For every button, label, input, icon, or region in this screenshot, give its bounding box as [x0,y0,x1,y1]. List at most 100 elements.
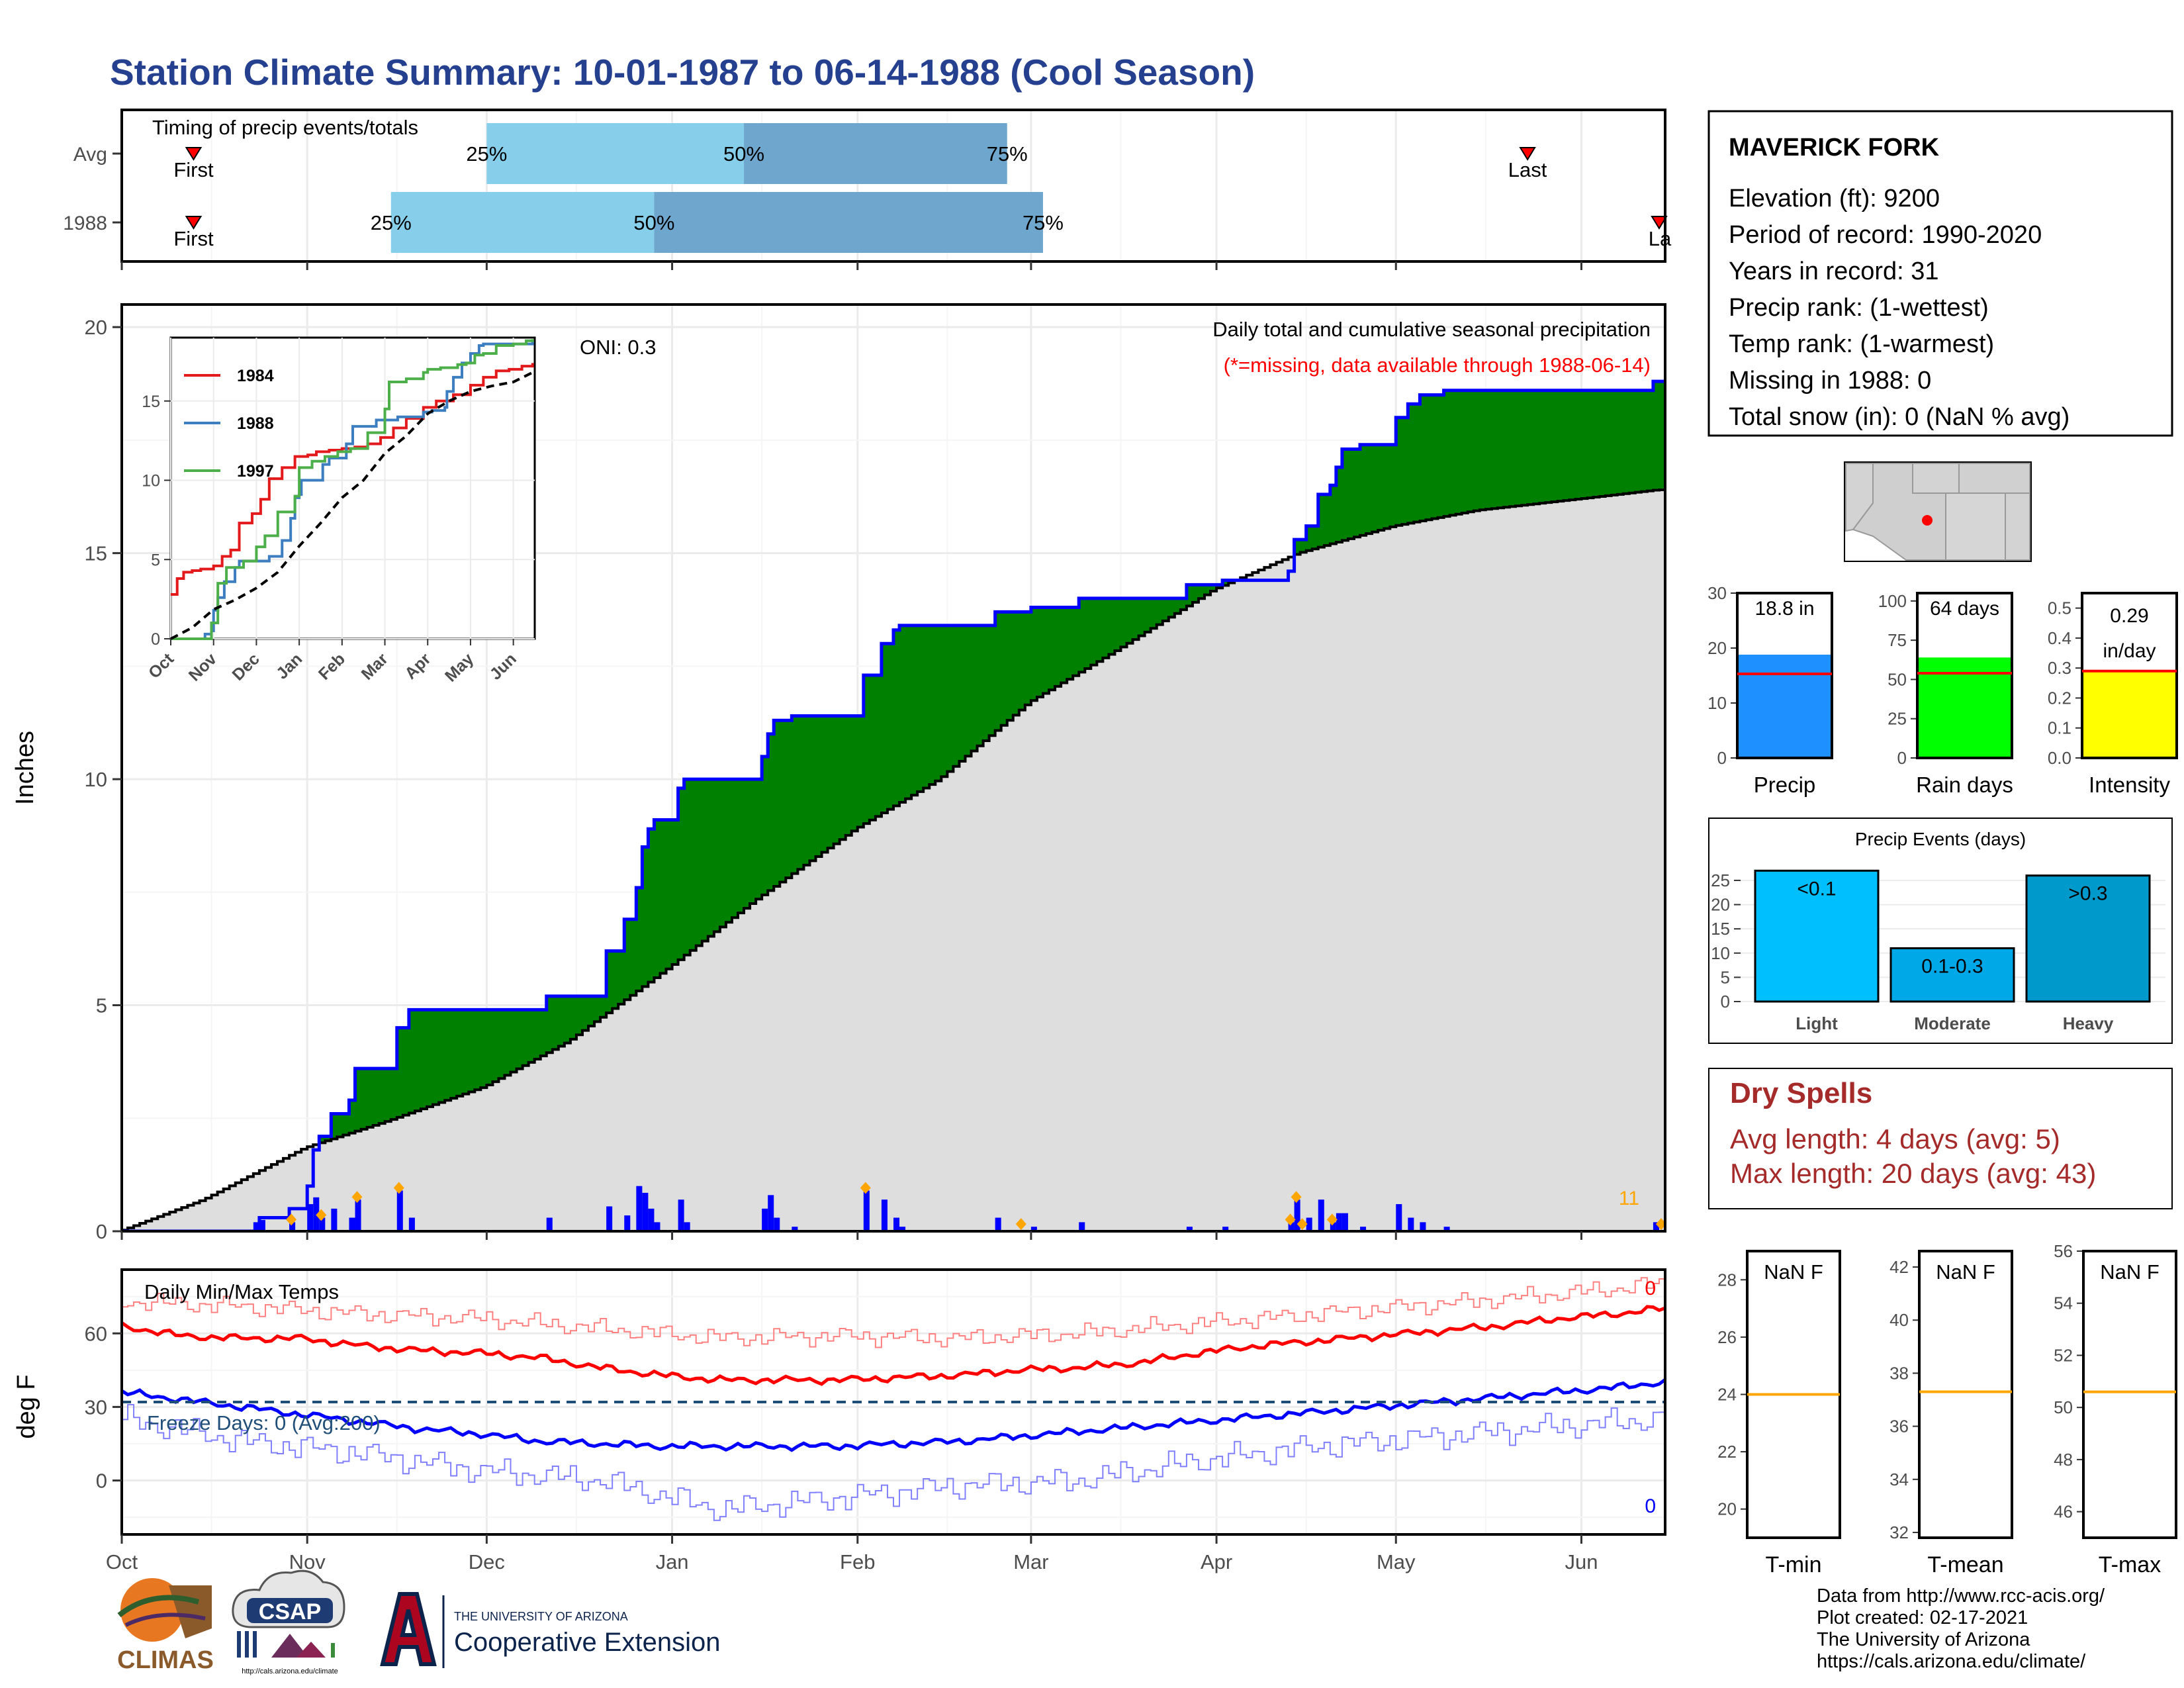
summary-bar-unit: in/day [2103,640,2156,662]
event-marker-icon [316,1209,327,1221]
station-line: Years in record: 31 [1729,258,1939,285]
inset-y-tick-label: 0 [151,630,160,649]
events-y-tick-label: 25 [1711,870,1730,890]
summary-bar-value: 64 days [1930,598,1999,620]
events-bar-label: 0.1-0.3 [1921,955,1983,977]
first-event-label: First [173,158,214,181]
summary-bar-value: 18.8 in [1754,598,1814,620]
daily-precip-bar [684,1222,690,1231]
temp-summary-tick-label: 26 [1717,1327,1737,1347]
daily-precip-bar [313,1197,320,1231]
summary-bar-frame [1736,592,1833,759]
daily-precip-bar [606,1206,613,1231]
ua-big-text: Cooperative Extension [454,1628,720,1657]
temp-summary-value: NaN F [1764,1260,1823,1284]
temp-summary-tick-label: 40 [1889,1310,1909,1330]
events-y-tick-label: 10 [1711,943,1730,963]
summary-bar-0: 0 10 20 30 18.8 in Precip [1707,583,1833,797]
daily-precip-bar [648,1208,655,1231]
event-marker-icon [1297,1218,1308,1231]
temp-summary-tick-label: 32 [1889,1523,1909,1542]
average-area [122,490,1665,1231]
inset-legend-label: 1988 [237,414,274,433]
daily-precip-bar [1336,1213,1342,1231]
event-marker-icon [1655,1218,1665,1231]
month-label: Apr [1201,1550,1232,1573]
daily-precip-bar [768,1195,774,1231]
csap-logo: CSAP http://cals.arizona.edu/climate [232,1570,345,1675]
timing-frame [120,109,1666,263]
daily-precip-bar [331,1208,338,1231]
timing-row-avg: Avg [73,144,107,165]
daily-precip-bar [762,1208,768,1231]
events-y-tick-label: 5 [1721,967,1730,987]
quartile-50-label: 50% [633,211,674,234]
summary-bar-tick-label: 25 [1888,709,1907,729]
events-y-tick-label: 0 [1721,992,1730,1011]
temp-y-tick-label: 60 [85,1322,107,1345]
daily-precip-bar [1294,1199,1300,1231]
summary-bar-fill [1737,654,1832,758]
temp-label: Daily Min/Max Temps [144,1280,339,1303]
month-label: May [1377,1550,1416,1573]
tmax-count: 0 [1645,1278,1656,1299]
daily-precip-bar [1396,1204,1402,1231]
precip-panel: 0 5 10 15 20 Inches Daily total and cumulati… [11,303,1666,1243]
daily-precip-bar [546,1217,553,1231]
daily-precip-bar [253,1222,259,1231]
precip-subtitle: (*=missing, data available through 1988-… [1224,353,1651,377]
daily-precip-bar [1408,1217,1414,1231]
quartile-bar-upper [654,192,1043,253]
temperature-summary: 20 22 24 26 28 NaN F T-min 32 34 36 38 40 42 NaN F T-m… [1717,1241,2177,1577]
events-bar [1754,869,1880,1003]
summary-bar-tick-label: 20 [1707,638,1727,658]
station-line: Period of record: 1990-2020 [1729,221,2042,249]
station-info: MAVERICK FORK Elevation (ft): 9200 Perio… [1707,110,2173,437]
dry-spells-max: Max length: 20 days (avg: 43) [1730,1158,2096,1189]
timing-label: Timing of precip events/totals [152,116,418,139]
summary-bar-2: 0.0 0.1 0.2 0.3 0.4 0.5 0.29 in/day Intensity [2048,592,2178,797]
month-axis: Oct Nov Dec Jan Feb Mar Apr May Jun [106,261,1598,1573]
ua-small-text: THE UNIVERSITY OF ARIZONA [454,1610,628,1623]
temp-y-tick-label: 0 [96,1470,107,1493]
daily-precip-bar [624,1215,631,1231]
temp-summary-tick-label: 50 [2054,1397,2073,1417]
tmax-daily-line [122,1277,1665,1348]
event-marker-icon [1285,1213,1296,1226]
temp-summary-tick-label: 36 [1889,1417,1909,1436]
footer-line: Data from http://www.rcc-acis.org/ [1817,1585,2105,1607]
summary-bar-tick-label: 50 [1888,669,1907,689]
events-category-label: Light [1796,1013,1838,1033]
quartile-75-label: 75% [1023,211,1064,234]
temp-summary-tick-label: 28 [1717,1270,1737,1289]
daily-precip-bar [1306,1217,1312,1231]
daily-precip-bar [899,1227,906,1231]
above-average-area [319,381,1665,1143]
daily-precip-bar [995,1217,1001,1231]
last-event-marker-icon [1651,216,1668,230]
summary-bar-tick-label: 75 [1888,630,1907,650]
quartile-bar-lower [390,192,655,253]
dry-spells-title: Dry Spells [1730,1077,1872,1109]
quartile-50-label: 50% [723,142,764,165]
event-marker-icon [393,1182,404,1194]
daily-precip-bar [1222,1227,1229,1231]
summary-bar-tick-label: 0.3 [2048,658,2071,678]
precip-frame [120,303,1666,1233]
daily-precip-bar [893,1217,900,1231]
summary-bar-tick-label: 10 [1707,693,1727,713]
summary-bar-tick-label: 0.2 [2048,688,2071,708]
tmin-average-line [122,1378,1665,1452]
quartile-bar-upper [744,123,1007,184]
daily-precip-bar [1186,1227,1193,1231]
events-title: Precip Events (days) [1855,829,2026,849]
temp-frame [120,1268,1666,1536]
station-line: Precip rank: (1-wettest) [1729,294,1989,322]
event-marker-icon [860,1182,871,1194]
quartile-25-label: 25% [466,142,507,165]
summary-bar-tick-label: 0 [1717,748,1727,768]
event-marker-icon [1326,1213,1338,1226]
daily-precip-bar [642,1192,649,1231]
